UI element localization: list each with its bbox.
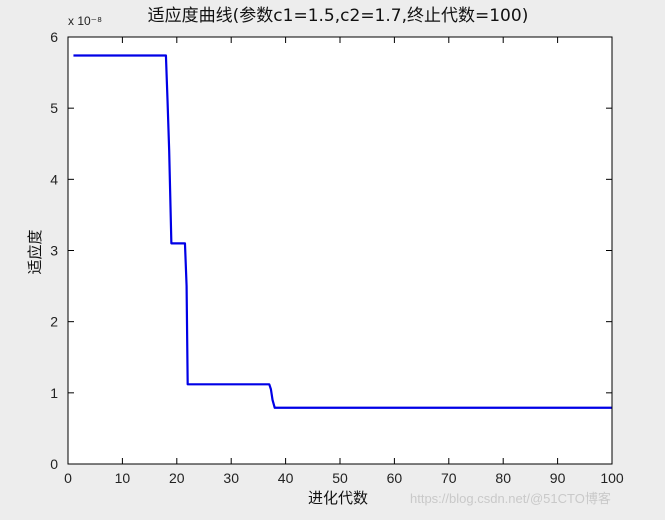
x-tick-label: 90 bbox=[550, 470, 566, 486]
y-tick-label: 4 bbox=[50, 171, 58, 187]
x-tick-label: 0 bbox=[64, 470, 72, 486]
x-tick-label: 40 bbox=[278, 470, 294, 486]
y-exponent-label: x 10⁻⁸ bbox=[68, 14, 102, 28]
y-axis-label: 适应度 bbox=[26, 229, 44, 274]
x-tick-label: 30 bbox=[223, 470, 239, 486]
series-line bbox=[73, 54, 612, 409]
y-tick-label: 1 bbox=[50, 385, 58, 401]
x-tick-label: 80 bbox=[495, 470, 511, 486]
x-tick-label: 50 bbox=[332, 470, 348, 486]
y-tick-label: 6 bbox=[50, 29, 58, 45]
x-tick-label: 60 bbox=[387, 470, 403, 486]
x-axis-label: 进化代数 bbox=[308, 489, 368, 507]
x-tick-label: 10 bbox=[115, 470, 131, 486]
y-tick-label: 3 bbox=[50, 243, 58, 259]
y-tick-label: 5 bbox=[50, 100, 58, 116]
plot-area bbox=[68, 37, 612, 464]
tick-layer: 0 10 20 30 40 50 60 70 80 90 100 0 1 2 3 4 5 6 bbox=[50, 29, 624, 486]
y-tick-label: 2 bbox=[50, 314, 58, 330]
axes-box bbox=[67, 36, 613, 465]
x-tick-label: 70 bbox=[441, 470, 457, 486]
x-tick-label: 100 bbox=[600, 470, 624, 486]
chart-title: 适应度曲线(参数c1=1.5,c2=1.7,终止代数=100) bbox=[148, 6, 529, 26]
series-layer bbox=[73, 54, 612, 409]
y-tick-label: 0 bbox=[50, 456, 58, 472]
watermark: https://blog.csdn.net/@51CTO博客 bbox=[410, 491, 611, 506]
x-tick-label: 20 bbox=[169, 470, 185, 486]
